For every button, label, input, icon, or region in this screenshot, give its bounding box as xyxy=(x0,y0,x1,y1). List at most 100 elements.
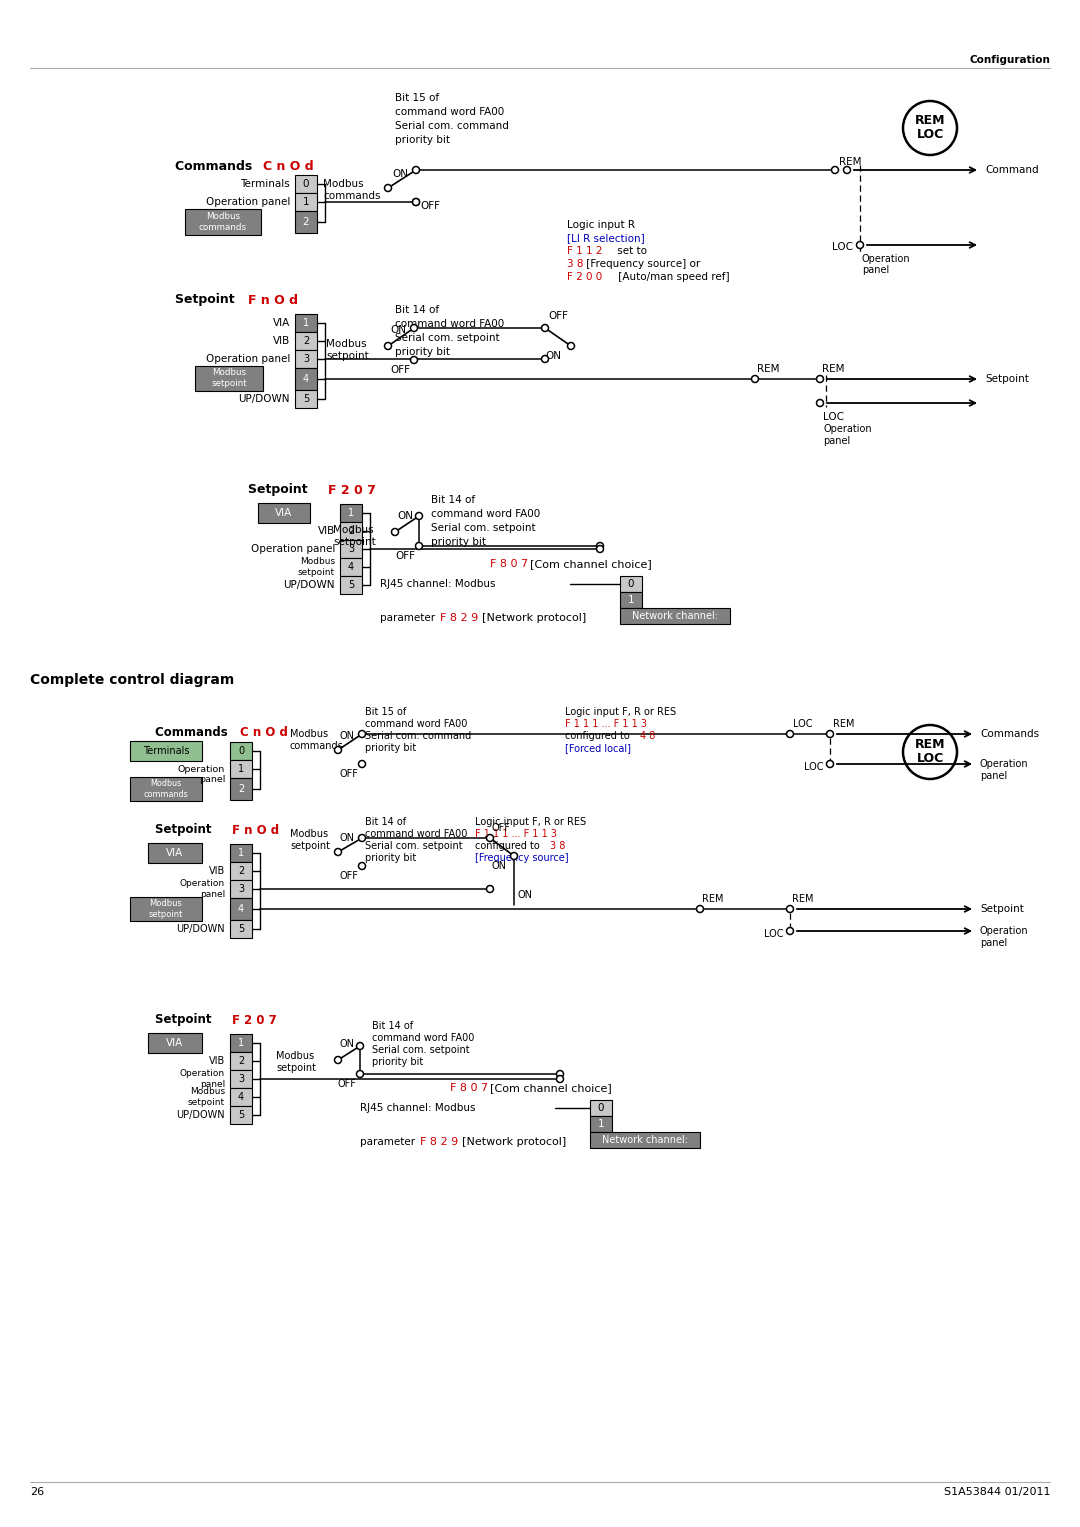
Circle shape xyxy=(413,166,419,174)
Text: [Frequency source]: [Frequency source] xyxy=(475,854,569,863)
Text: REM: REM xyxy=(757,363,780,374)
Text: Operation: Operation xyxy=(980,759,1028,770)
Text: 1: 1 xyxy=(597,1119,605,1128)
Text: priority bit: priority bit xyxy=(365,744,416,753)
Text: Serial com. command: Serial com. command xyxy=(365,731,471,741)
Text: LOC: LOC xyxy=(804,762,824,773)
Circle shape xyxy=(752,376,758,382)
Circle shape xyxy=(816,376,824,382)
Circle shape xyxy=(391,528,399,536)
Bar xyxy=(230,1070,252,1089)
Text: VIA: VIA xyxy=(166,847,184,858)
Circle shape xyxy=(356,1043,364,1049)
Text: Serial com. setpoint: Serial com. setpoint xyxy=(431,524,536,533)
Text: Network channel:: Network channel: xyxy=(632,611,718,621)
Text: VIB: VIB xyxy=(208,1057,225,1066)
Text: ON: ON xyxy=(545,351,561,360)
Bar xyxy=(230,880,252,898)
Text: OFF: OFF xyxy=(340,770,359,779)
Text: LOC: LOC xyxy=(916,128,944,142)
Bar xyxy=(230,844,252,863)
Bar xyxy=(295,368,318,389)
Circle shape xyxy=(486,886,494,892)
Text: Serial com. command: Serial com. command xyxy=(395,121,509,131)
Text: LOC: LOC xyxy=(832,241,853,252)
Text: F 2 0 7: F 2 0 7 xyxy=(328,484,376,496)
Text: commands: commands xyxy=(323,191,380,202)
Text: setpoint: setpoint xyxy=(333,538,376,547)
Bar xyxy=(195,366,264,391)
Circle shape xyxy=(410,356,418,363)
Text: 26: 26 xyxy=(30,1487,44,1496)
Text: [Com channel choice]: [Com channel choice] xyxy=(530,559,651,570)
Bar xyxy=(185,209,261,235)
Text: OFF: OFF xyxy=(338,1080,356,1089)
Text: F 8 0 7: F 8 0 7 xyxy=(490,559,528,570)
Text: Modbus
setpoint: Modbus setpoint xyxy=(149,899,184,919)
Bar xyxy=(620,592,642,608)
Text: Bit 15 of: Bit 15 of xyxy=(365,707,406,718)
Circle shape xyxy=(826,730,834,738)
Text: F 8 2 9: F 8 2 9 xyxy=(440,612,478,623)
Circle shape xyxy=(596,542,604,550)
Text: ON: ON xyxy=(340,731,355,741)
Text: F 2 0 0: F 2 0 0 xyxy=(567,272,603,282)
Text: parameter: parameter xyxy=(360,1138,418,1147)
Text: panel: panel xyxy=(199,774,225,783)
Circle shape xyxy=(511,852,517,860)
Text: setpoint: setpoint xyxy=(291,841,330,851)
Bar xyxy=(295,350,318,368)
Text: command word FA00: command word FA00 xyxy=(372,1032,474,1043)
Circle shape xyxy=(786,906,794,913)
Circle shape xyxy=(335,747,341,753)
Text: panel: panel xyxy=(862,266,889,275)
Text: RJ45 channel: Modbus: RJ45 channel: Modbus xyxy=(380,579,496,589)
Bar xyxy=(340,522,362,541)
Circle shape xyxy=(416,513,422,519)
Text: 4: 4 xyxy=(348,562,354,573)
Text: 1: 1 xyxy=(238,847,244,858)
Text: [Frequency source] or: [Frequency source] or xyxy=(583,260,700,269)
Bar xyxy=(295,211,318,234)
Text: Network channel:: Network channel: xyxy=(602,1135,688,1145)
Text: S1A53844 01/2011: S1A53844 01/2011 xyxy=(944,1487,1050,1496)
Bar xyxy=(230,898,252,919)
Text: REM: REM xyxy=(822,363,845,374)
Text: Bit 14 of: Bit 14 of xyxy=(395,305,440,315)
Text: Modbus
commands: Modbus commands xyxy=(199,212,247,232)
Text: REM: REM xyxy=(702,893,724,904)
Text: OFF: OFF xyxy=(420,202,440,211)
Text: Setpoint: Setpoint xyxy=(248,484,312,496)
Text: command word FA00: command word FA00 xyxy=(365,719,468,728)
Text: F 8 0 7: F 8 0 7 xyxy=(450,1083,488,1093)
Text: Bit 14 of: Bit 14 of xyxy=(372,1022,414,1031)
Bar xyxy=(620,576,642,592)
Bar xyxy=(590,1099,612,1116)
Circle shape xyxy=(903,725,957,779)
Bar xyxy=(295,389,318,408)
Bar xyxy=(295,315,318,331)
Text: 0: 0 xyxy=(627,579,634,589)
Text: Modbus: Modbus xyxy=(276,1051,314,1061)
Text: Logic input R: Logic input R xyxy=(567,220,635,231)
Circle shape xyxy=(384,342,391,350)
Text: 1: 1 xyxy=(238,764,244,774)
Text: 3: 3 xyxy=(302,354,309,363)
Text: Setpoint: Setpoint xyxy=(156,1014,216,1026)
Text: priority bit: priority bit xyxy=(431,538,486,547)
Text: Serial com. setpoint: Serial com. setpoint xyxy=(365,841,462,851)
Circle shape xyxy=(596,545,604,553)
Text: F 1 1 1 ... F 1 1 3: F 1 1 1 ... F 1 1 3 xyxy=(565,719,647,728)
Circle shape xyxy=(556,1070,564,1078)
Circle shape xyxy=(786,730,794,738)
Bar xyxy=(230,777,252,800)
Text: ON: ON xyxy=(340,1038,355,1049)
Text: priority bit: priority bit xyxy=(395,134,450,145)
Circle shape xyxy=(832,166,838,174)
Text: 0: 0 xyxy=(597,1102,604,1113)
Bar xyxy=(620,608,730,625)
Text: Bit 15 of: Bit 15 of xyxy=(395,93,440,102)
Circle shape xyxy=(903,101,957,156)
Text: OFF: OFF xyxy=(492,823,511,834)
Text: [Auto/man speed ref]: [Auto/man speed ref] xyxy=(615,272,730,282)
